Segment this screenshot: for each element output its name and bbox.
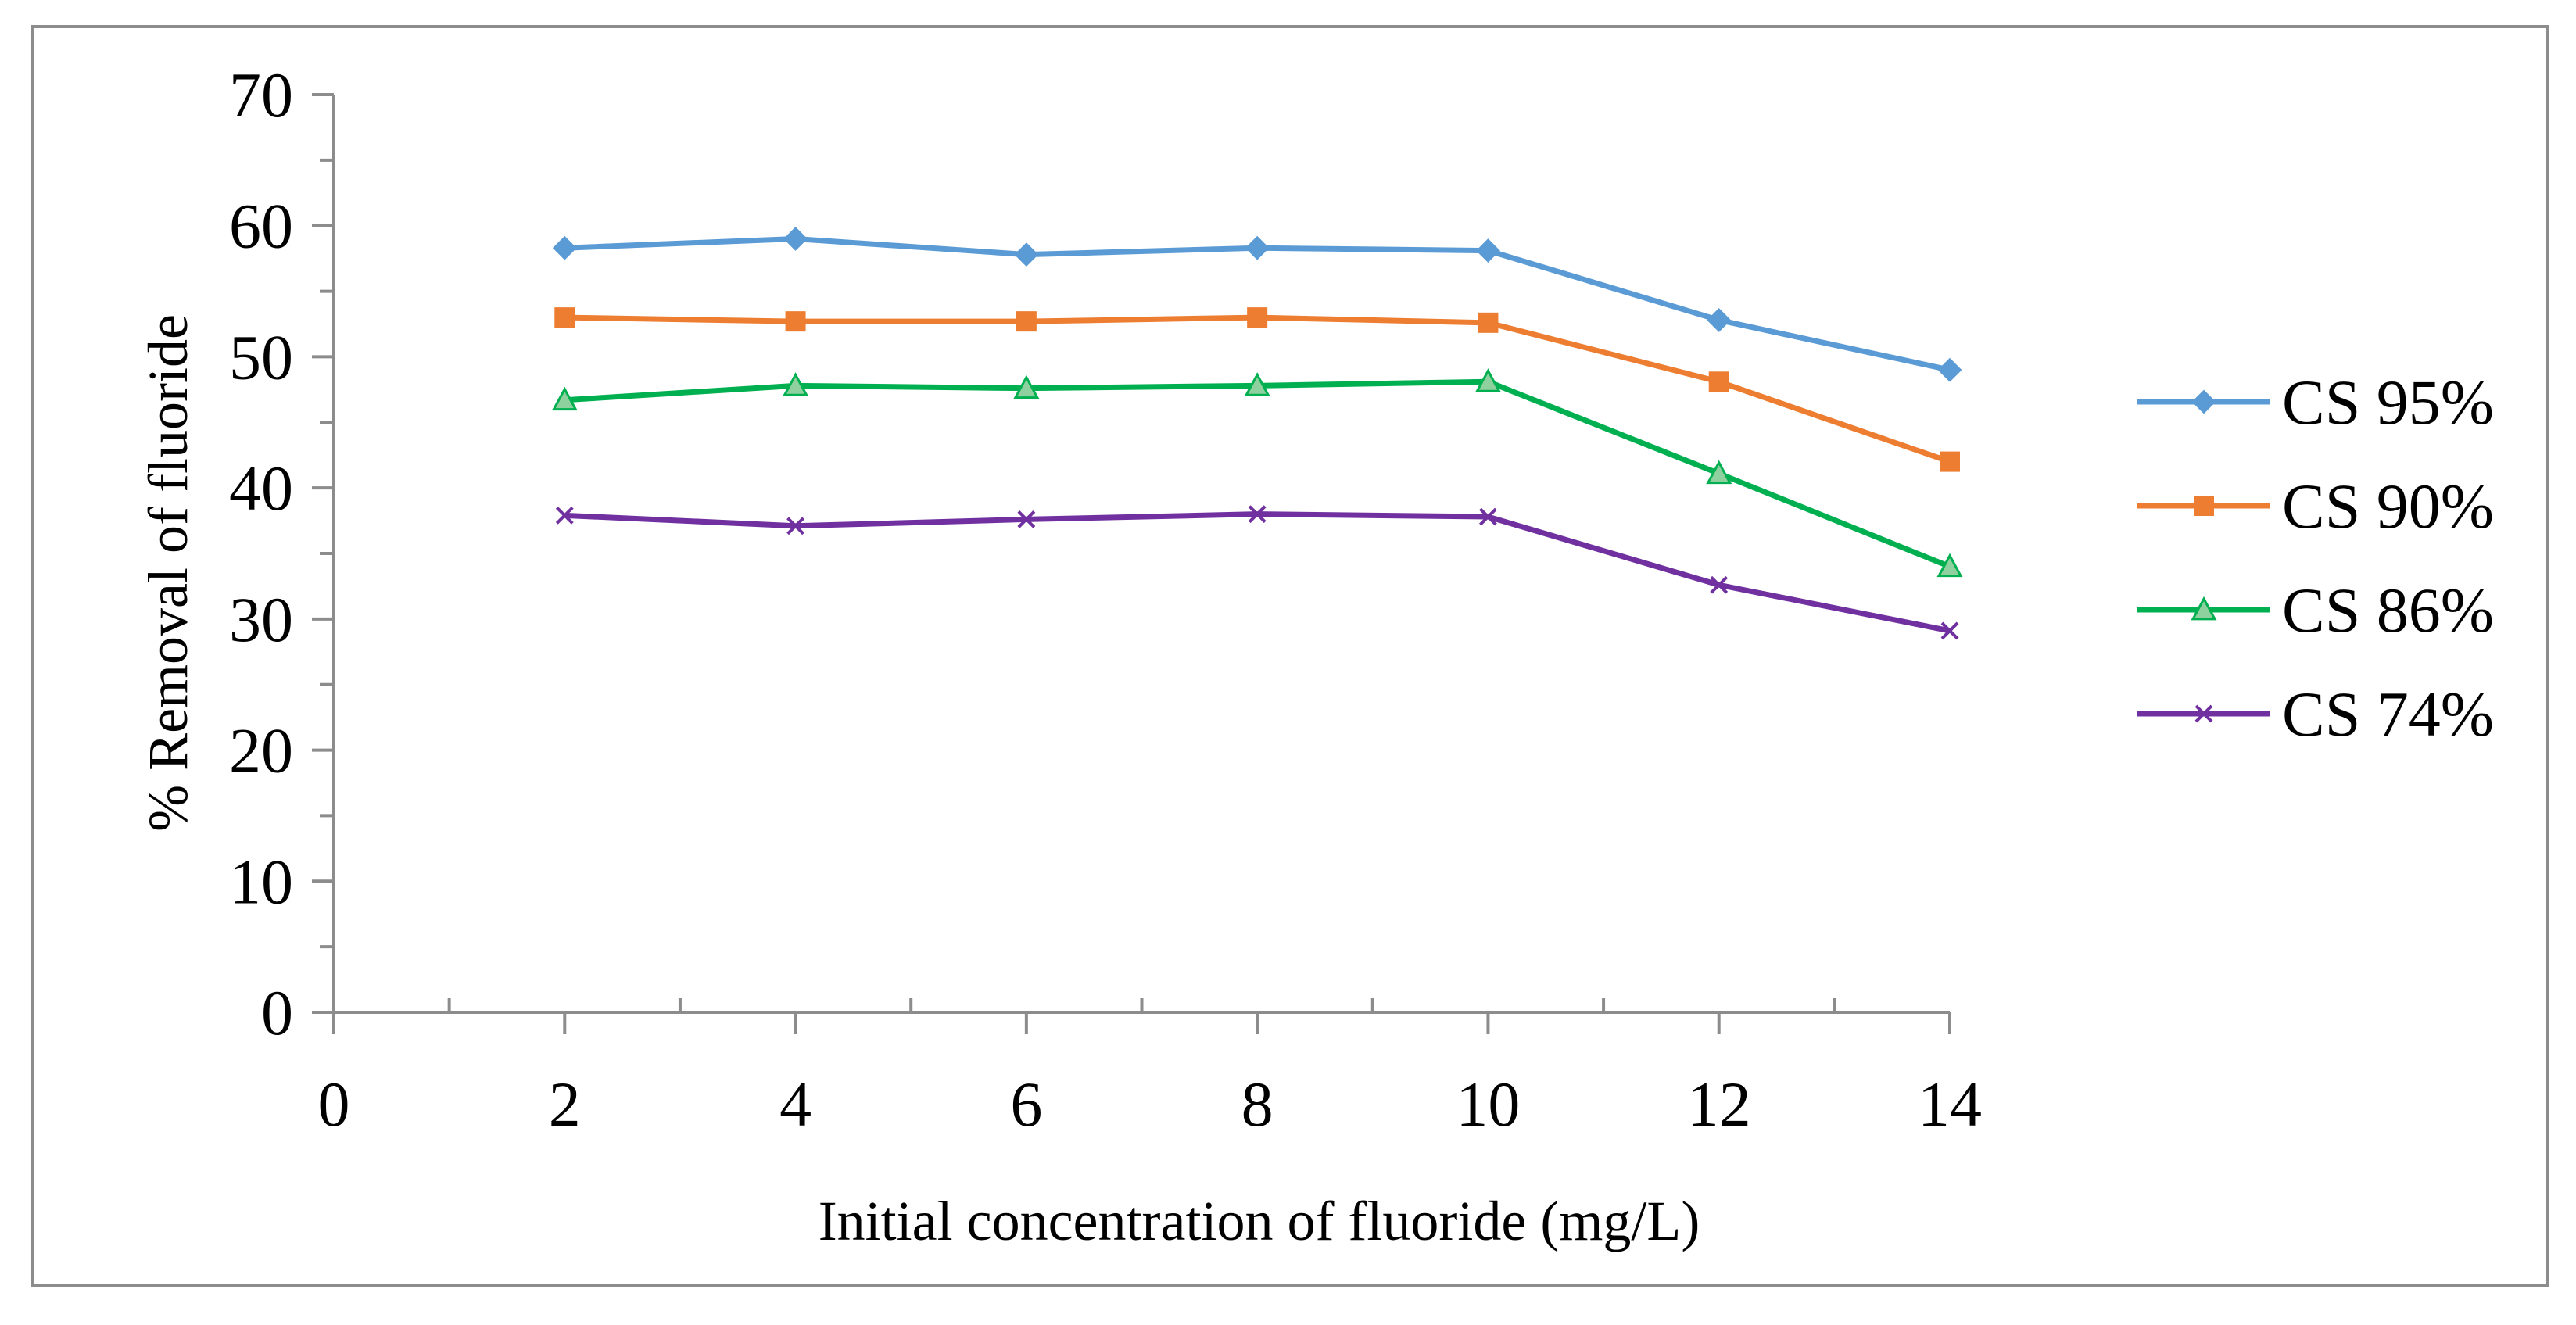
- legend-item: CS 95%: [2137, 367, 2494, 438]
- data-point: [555, 506, 574, 525]
- series-layer: [551, 227, 1963, 640]
- y-tick-label: 20: [229, 715, 293, 786]
- x-tick-label: 2: [549, 1069, 581, 1140]
- y-axis-ticks: 0 10 20 30 40 50 60 70: [229, 59, 334, 1048]
- x-axis-title: Initial concentration of fluoride (mg/L): [819, 1190, 1700, 1252]
- line-chart: 0 10 20 30 40 50 60 70 0 2 4 6 8 10 12 14 % Removal of…: [137, 59, 2494, 1252]
- data-point: [1479, 507, 1497, 526]
- data-point: [1016, 311, 1037, 332]
- data-point: [786, 517, 804, 535]
- data-point: [1244, 372, 1270, 396]
- y-tick-label: 10: [229, 846, 293, 917]
- data-point: [1707, 308, 1732, 332]
- data-point: [1476, 238, 1500, 263]
- chart-frame: 0 10 20 30 40 50 60 70 0 2 4 6 8 10 12 14 % Removal of…: [31, 25, 2549, 1287]
- legend-marker: [2191, 596, 2217, 621]
- x-tick-label: 0: [318, 1069, 350, 1140]
- data-point: [1013, 374, 1040, 399]
- data-point: [1474, 368, 1501, 392]
- series-line: [564, 511, 1951, 634]
- y-axis-title: % Removal of fluoride: [137, 314, 199, 832]
- data-point: [1247, 307, 1268, 328]
- data-point: [1937, 357, 1962, 382]
- x-tick-label: 4: [779, 1069, 811, 1140]
- data-point: [1014, 242, 1039, 267]
- legend-marker: [2194, 704, 2213, 723]
- data-point: [785, 311, 806, 332]
- x-tick-label: 14: [1918, 1069, 1982, 1140]
- legend-marker: [2191, 389, 2216, 414]
- data-point: [783, 372, 809, 396]
- data-point: [1940, 621, 1959, 640]
- data-point: [554, 307, 575, 328]
- y-tick-label: 40: [229, 453, 293, 524]
- x-tick-label: 12: [1687, 1069, 1751, 1140]
- series-cs-86-: [551, 368, 1963, 578]
- data-point: [1245, 235, 1270, 260]
- x-axis-ticks: 0 2 4 6 8 10 12 14: [318, 998, 1982, 1140]
- x-tick-label: 6: [1010, 1069, 1042, 1140]
- x-tick-label: 10: [1456, 1069, 1520, 1140]
- series-cs-90-: [554, 307, 1960, 472]
- legend-item: CS 90%: [2137, 471, 2494, 542]
- data-point: [783, 227, 808, 251]
- legend-label: CS 95%: [2282, 367, 2494, 438]
- series-cs-95-: [552, 227, 1962, 382]
- y-tick-label: 50: [229, 321, 293, 392]
- data-point: [1706, 460, 1732, 485]
- x-tick-label: 8: [1241, 1069, 1274, 1140]
- series-cs-74-: [555, 505, 1959, 640]
- data-point: [1478, 312, 1499, 333]
- legend: CS 95% CS 90% CS 86% CS 74%: [2137, 367, 2494, 750]
- legend-item: CS 74%: [2137, 679, 2494, 750]
- y-tick-label: 60: [229, 191, 293, 262]
- legend-label: CS 86%: [2282, 575, 2494, 646]
- data-point: [1017, 510, 1036, 528]
- data-point: [1936, 553, 1963, 578]
- y-tick-label: 0: [261, 977, 293, 1048]
- y-tick-label: 30: [229, 584, 293, 655]
- data-point: [552, 235, 577, 260]
- data-point: [1940, 451, 1960, 472]
- legend-label: CS 90%: [2282, 471, 2494, 542]
- y-tick-label: 70: [229, 59, 293, 131]
- legend-label: CS 74%: [2282, 679, 2494, 750]
- data-point: [1710, 575, 1729, 594]
- data-point: [1248, 505, 1267, 524]
- data-point: [551, 386, 578, 411]
- series-line: [564, 378, 1951, 570]
- legend-item: CS 86%: [2137, 575, 2494, 646]
- legend-marker: [2194, 496, 2214, 516]
- data-point: [1708, 371, 1729, 392]
